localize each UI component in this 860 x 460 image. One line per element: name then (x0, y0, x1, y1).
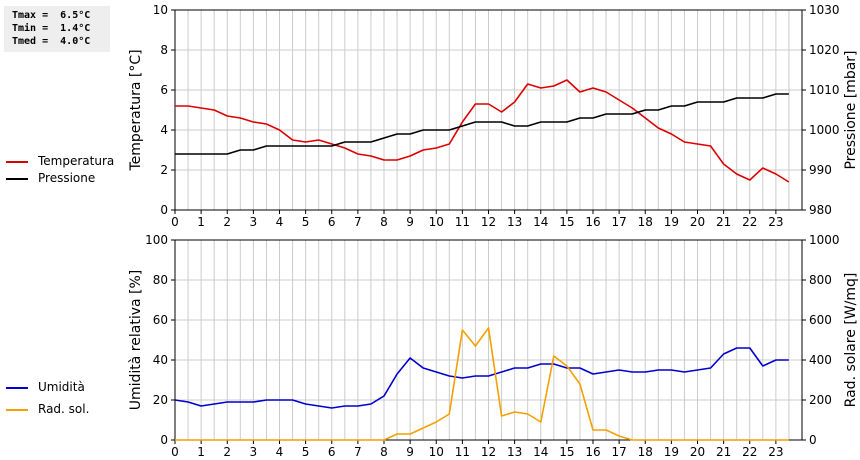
series-line-rad-sol (175, 327, 789, 441)
x-tick-label-bottom: 12 (481, 445, 496, 459)
x-tick-label-top: 15 (559, 215, 574, 229)
y-axis-title-right-top: Pressione [mbar] (843, 50, 859, 169)
x-tick-label-bottom: 15 (559, 445, 574, 459)
x-tick-label-top: 6 (328, 215, 336, 229)
y-tick-label-left-bottom: 20 (153, 393, 168, 407)
y-tick-label-right-bottom: 400 (809, 353, 832, 367)
legend-label-radiation: Rad. sol. (38, 402, 90, 416)
x-tick-label-bottom: 1 (197, 445, 205, 459)
x-tick-label-top: 7 (354, 215, 362, 229)
x-tick-label-top: 10 (429, 215, 444, 229)
x-tick-label-top: 21 (716, 215, 731, 229)
x-tick-label-bottom: 9 (406, 445, 414, 459)
x-tick-label-bottom: 5 (302, 445, 310, 459)
x-tick-label-bottom: 18 (638, 445, 653, 459)
y-tick-label-left-top: 4 (160, 123, 168, 137)
x-tick-label-bottom: 23 (768, 445, 783, 459)
x-tick-label-bottom: 6 (328, 445, 336, 459)
stat-tmax: Tmax = 6.5°C (12, 10, 91, 21)
y-tick-label-left-bottom: 40 (153, 353, 168, 367)
x-tick-label-top: 9 (406, 215, 414, 229)
legend-swatch-radiation (6, 409, 28, 411)
y-axis-title-right-bottom: Rad. solare [W/mq] (843, 273, 859, 408)
series-line-umidit (174, 347, 789, 409)
y-tick-label-right-top: 1000 (809, 123, 840, 137)
stats-box: Tmax = 6.5°C Tmin = 1.4°C Tmed = 4.0°C (4, 6, 110, 52)
y-tick-label-right-top: 990 (809, 163, 832, 177)
y-tick-label-right-bottom: 0 (809, 433, 817, 447)
legend-swatch-pressure (6, 178, 28, 180)
x-tick-label-top: 12 (481, 215, 496, 229)
x-tick-label-bottom: 22 (742, 445, 757, 459)
y-tick-label-left-top: 8 (160, 43, 168, 57)
legend-swatch-humidity (6, 387, 28, 389)
legend-label-temperature: Temperatura (38, 154, 115, 168)
x-tick-label-top: 11 (455, 215, 470, 229)
y-tick-label-left-top: 6 (160, 83, 168, 97)
x-tick-label-bottom: 14 (533, 445, 548, 459)
x-tick-label-bottom: 20 (690, 445, 705, 459)
x-tick-label-top: 20 (690, 215, 705, 229)
x-tick-label-top: 18 (638, 215, 653, 229)
x-tick-label-top: 4 (276, 215, 284, 229)
y-tick-label-left-bottom: 100 (145, 233, 168, 247)
x-tick-label-top: 5 (302, 215, 310, 229)
y-tick-label-right-top: 1020 (809, 43, 840, 57)
y-tick-label-right-bottom: 600 (809, 313, 832, 327)
y-tick-label-left-top: 0 (160, 203, 168, 217)
y-tick-label-right-bottom: 800 (809, 273, 832, 287)
y-axis-title-left-top: Temperatura [°C] (128, 49, 144, 171)
y-tick-label-left-bottom: 60 (153, 313, 168, 327)
stat-tmed: Tmed = 4.0°C (12, 36, 91, 47)
x-tick-label-top: 23 (768, 215, 783, 229)
x-tick-label-bottom: 16 (585, 445, 600, 459)
x-tick-label-bottom: 10 (429, 445, 444, 459)
x-tick-label-bottom: 17 (611, 445, 626, 459)
series-line-temperatura (175, 79, 790, 183)
y-tick-label-right-top: 1030 (809, 3, 840, 17)
x-tick-label-bottom: 11 (455, 445, 470, 459)
y-tick-label-left-top: 10 (153, 3, 168, 17)
legend-label-pressure: Pressione (38, 171, 96, 185)
y-tick-label-left-bottom: 80 (153, 273, 168, 287)
x-tick-label-top: 14 (533, 215, 548, 229)
x-tick-label-top: 19 (664, 215, 679, 229)
x-tick-label-bottom: 21 (716, 445, 731, 459)
x-tick-label-bottom: 7 (354, 445, 362, 459)
x-tick-label-top: 3 (250, 215, 258, 229)
x-tick-label-top: 2 (223, 215, 231, 229)
y-axis-title-left-bottom: Umidità relativa [%] (128, 270, 144, 411)
x-tick-label-bottom: 0 (171, 445, 179, 459)
y-tick-label-right-bottom: 200 (809, 393, 832, 407)
x-tick-label-bottom: 2 (223, 445, 231, 459)
x-tick-label-top: 1 (197, 215, 205, 229)
x-tick-label-top: 13 (507, 215, 522, 229)
y-tick-label-right-bottom: 1000 (809, 233, 840, 247)
x-tick-label-bottom: 13 (507, 445, 522, 459)
x-tick-label-bottom: 8 (380, 445, 388, 459)
x-tick-label-bottom: 3 (250, 445, 258, 459)
x-tick-label-top: 8 (380, 215, 388, 229)
series-line-pressione (175, 93, 789, 155)
x-tick-label-top: 22 (742, 215, 757, 229)
x-tick-label-bottom: 19 (664, 445, 679, 459)
x-tick-label-top: 17 (611, 215, 626, 229)
x-tick-label-top: 0 (171, 215, 179, 229)
x-tick-label-top: 16 (585, 215, 600, 229)
legend-label-humidity: Umidità (38, 380, 85, 394)
y-tick-label-right-top: 1010 (809, 83, 840, 97)
stat-tmin: Tmin = 1.4°C (12, 23, 91, 34)
y-tick-label-right-top: 980 (809, 203, 832, 217)
legend-swatch-temperature (6, 161, 28, 163)
y-tick-label-left-bottom: 0 (160, 433, 168, 447)
x-tick-label-bottom: 4 (276, 445, 284, 459)
y-tick-label-left-top: 2 (160, 163, 168, 177)
